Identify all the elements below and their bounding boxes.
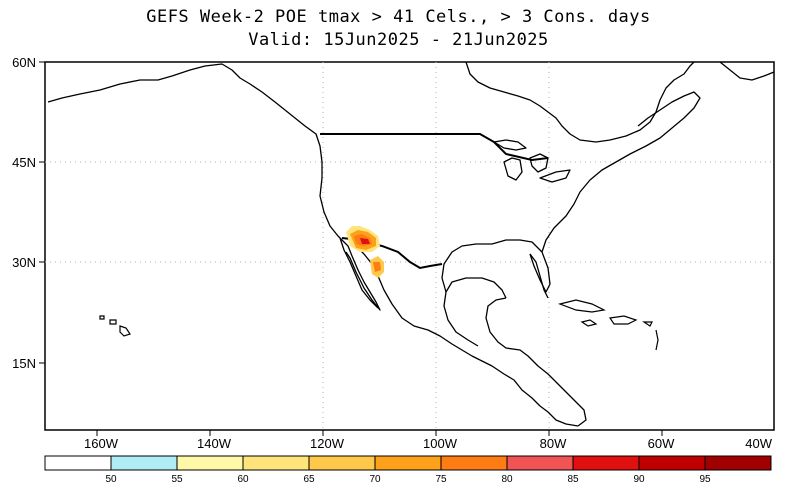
hotspot-shading [346,226,384,278]
lon-label-160w: 160W [84,436,119,451]
legend-break-label: 95 [699,474,711,485]
legend-swatch [638,455,706,471]
caribbean-islands [557,299,659,351]
legend-swatch [44,455,112,471]
lon-label-40w: 40W [745,436,772,451]
legend-break-label: 85 [567,474,579,485]
legend-break-label: 65 [303,474,315,485]
lon-label-100w: 100W [423,436,458,451]
longitude-axis: 160W 140W 120W 100W 80W 60W 40W [84,430,773,451]
legend-break-label: 70 [369,474,381,485]
lat-label-30n: 30N [12,255,36,270]
lon-label-120w: 120W [310,436,345,451]
lat-label-60n: 60N [12,55,36,70]
legend-swatch [242,455,310,471]
lon-label-140w: 140W [197,436,232,451]
map-frame [44,61,775,431]
legend-break-label: 90 [633,474,645,485]
map-valid-dates: Valid: 15Jun2025 - 21Jun2025 [248,30,549,50]
legend-swatch [440,455,508,471]
legend-break-label: 55 [171,474,183,485]
legend-swatch [176,455,244,471]
lon-label-60w: 60W [648,436,675,451]
map-title: GEFS Week-2 POE tmax > 41 Cels., > 3 Con… [146,7,651,27]
legend-swatch [506,455,574,471]
legend-swatch [374,455,442,471]
legend-swatch [308,455,376,471]
lon-label-80w: 80W [540,436,567,451]
lat-label-45n: 45N [12,155,36,170]
legend-swatch [110,455,178,471]
legend-swatch [572,455,640,471]
color-legend: 50 55 60 65 70 75 80 85 90 95 [44,455,772,485]
legend-swatch [704,455,772,471]
lat-label-15n: 15N [12,356,36,371]
legend-break-label: 80 [501,474,513,485]
legend-break-label: 75 [435,474,447,485]
hawaii-islands [99,315,131,337]
legend-break-label: 60 [237,474,249,485]
latitude-axis: 60N 45N 30N 15N [12,55,45,371]
legend-break-label: 50 [105,474,117,485]
